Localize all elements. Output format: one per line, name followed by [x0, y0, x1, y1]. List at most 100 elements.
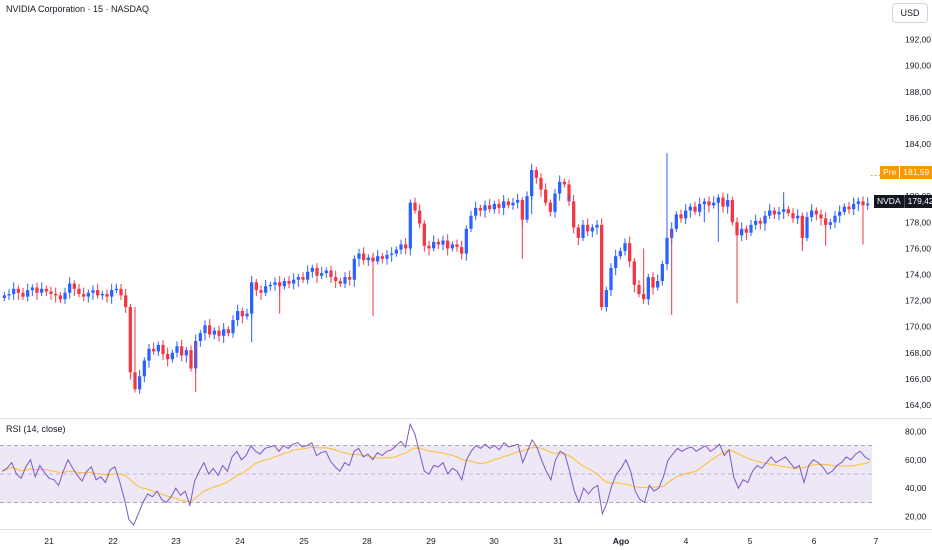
- candle-body: [520, 200, 524, 220]
- price-axis-tick-label: 186,00: [905, 113, 931, 123]
- pre-market-price-tag: Pre 181,59: [880, 166, 932, 179]
- candle-body: [16, 288, 20, 293]
- pre-market-label: Pre: [883, 167, 897, 177]
- candle-body: [506, 201, 510, 206]
- candle-body: [488, 205, 492, 210]
- candle-body: [763, 215, 767, 224]
- candle-body: [450, 244, 454, 249]
- candle-body: [114, 288, 118, 291]
- candle-body: [82, 294, 86, 297]
- candle-body: [282, 280, 286, 287]
- candle-body: [511, 202, 515, 206]
- candle-body: [128, 307, 132, 373]
- candle-body: [399, 244, 403, 250]
- rsi-axis-tick-label: 60,00: [905, 455, 927, 465]
- price-axis-tick-label: 170,00: [905, 322, 931, 332]
- time-axis-tick-label: 23: [171, 536, 181, 546]
- candle-body: [418, 210, 422, 224]
- price-axis-tick-label: 168,00: [905, 348, 931, 358]
- candle-body: [436, 241, 440, 245]
- candle-body: [170, 352, 174, 360]
- rsi-axis-tick-label: 80,00: [905, 426, 927, 436]
- candle-body: [539, 177, 543, 190]
- candle-body: [772, 210, 776, 215]
- candle-body: [142, 360, 146, 377]
- candle-body: [805, 217, 809, 238]
- time-axis-tick-label: Ago: [613, 536, 630, 546]
- candle-body: [628, 243, 632, 262]
- candle-body: [166, 354, 170, 360]
- candle-body: [394, 249, 398, 254]
- candle-body: [469, 215, 473, 229]
- rsi-line: [2, 422, 870, 527]
- candle-body: [338, 280, 342, 284]
- rsi-axis-tick-label: 20,00: [905, 512, 927, 522]
- price-axis-tick-label: 166,00: [905, 374, 931, 384]
- time-axis-tick-label: 28: [362, 536, 372, 546]
- candle-body: [278, 282, 282, 287]
- currency-button[interactable]: USD: [892, 3, 928, 23]
- candle-body: [796, 215, 800, 219]
- candle-body: [656, 280, 660, 288]
- candle-body: [259, 290, 263, 293]
- rsi-indicator-label[interactable]: RSI (14, close): [6, 424, 66, 434]
- candle-body: [698, 203, 702, 212]
- candle-body: [138, 376, 142, 390]
- candle-body: [296, 277, 300, 280]
- price-axis-tick-label: 192,00: [905, 35, 931, 45]
- candle-body: [819, 214, 823, 219]
- candle-body: [231, 320, 235, 334]
- candle-body: [786, 209, 790, 214]
- candle-body: [245, 313, 249, 317]
- candle-body: [712, 202, 716, 206]
- candle-body: [273, 282, 277, 285]
- price-axis-tick-label: 178,00: [905, 217, 931, 227]
- candle-body: [58, 295, 62, 300]
- candle-body: [646, 277, 650, 300]
- candle-body: [147, 348, 151, 361]
- candle-body: [455, 244, 459, 248]
- time-axis-tick-label: 30: [489, 536, 499, 546]
- candle-body: [40, 288, 44, 293]
- candle-body: [264, 286, 268, 293]
- candle-body: [553, 193, 557, 212]
- candle-body: [432, 241, 436, 249]
- time-axis-tick-label: 21: [44, 536, 54, 546]
- candle-body: [740, 228, 744, 236]
- candle-body: [240, 310, 244, 317]
- candle-body: [824, 218, 828, 225]
- candle-body: [21, 292, 25, 297]
- candle-body: [525, 196, 529, 220]
- pre-market-value: 181,59: [903, 167, 930, 177]
- candle-body: [838, 211, 842, 216]
- candle-body: [637, 284, 641, 295]
- candle-body: [315, 267, 319, 276]
- candle-body: [254, 282, 258, 291]
- candle-body: [352, 258, 356, 280]
- candle-body: [124, 295, 128, 308]
- candle-body: [679, 214, 683, 219]
- candle-body: [744, 228, 748, 233]
- candle-body: [707, 201, 711, 206]
- candle-body: [184, 350, 188, 356]
- candle-body: [390, 253, 394, 255]
- candle-body: [306, 271, 310, 280]
- candle-body: [68, 283, 72, 293]
- price-axis-tick-label: 172,00: [905, 296, 931, 306]
- candle-body: [77, 288, 81, 295]
- candle-body: [534, 170, 538, 178]
- time-axis-tick-label: 7: [874, 536, 879, 546]
- candle-body: [324, 270, 328, 274]
- candle-body: [12, 288, 16, 295]
- candle-body: [660, 264, 664, 281]
- candle-body: [777, 211, 781, 215]
- candle-body: [492, 203, 496, 210]
- candle-body: [198, 333, 202, 342]
- rsi-series: [2, 422, 870, 527]
- candle-body: [441, 240, 445, 245]
- candle-body: [833, 215, 837, 223]
- candle-body: [721, 197, 725, 207]
- price-axis-tick-label: 174,00: [905, 269, 931, 279]
- candle-body: [413, 202, 417, 211]
